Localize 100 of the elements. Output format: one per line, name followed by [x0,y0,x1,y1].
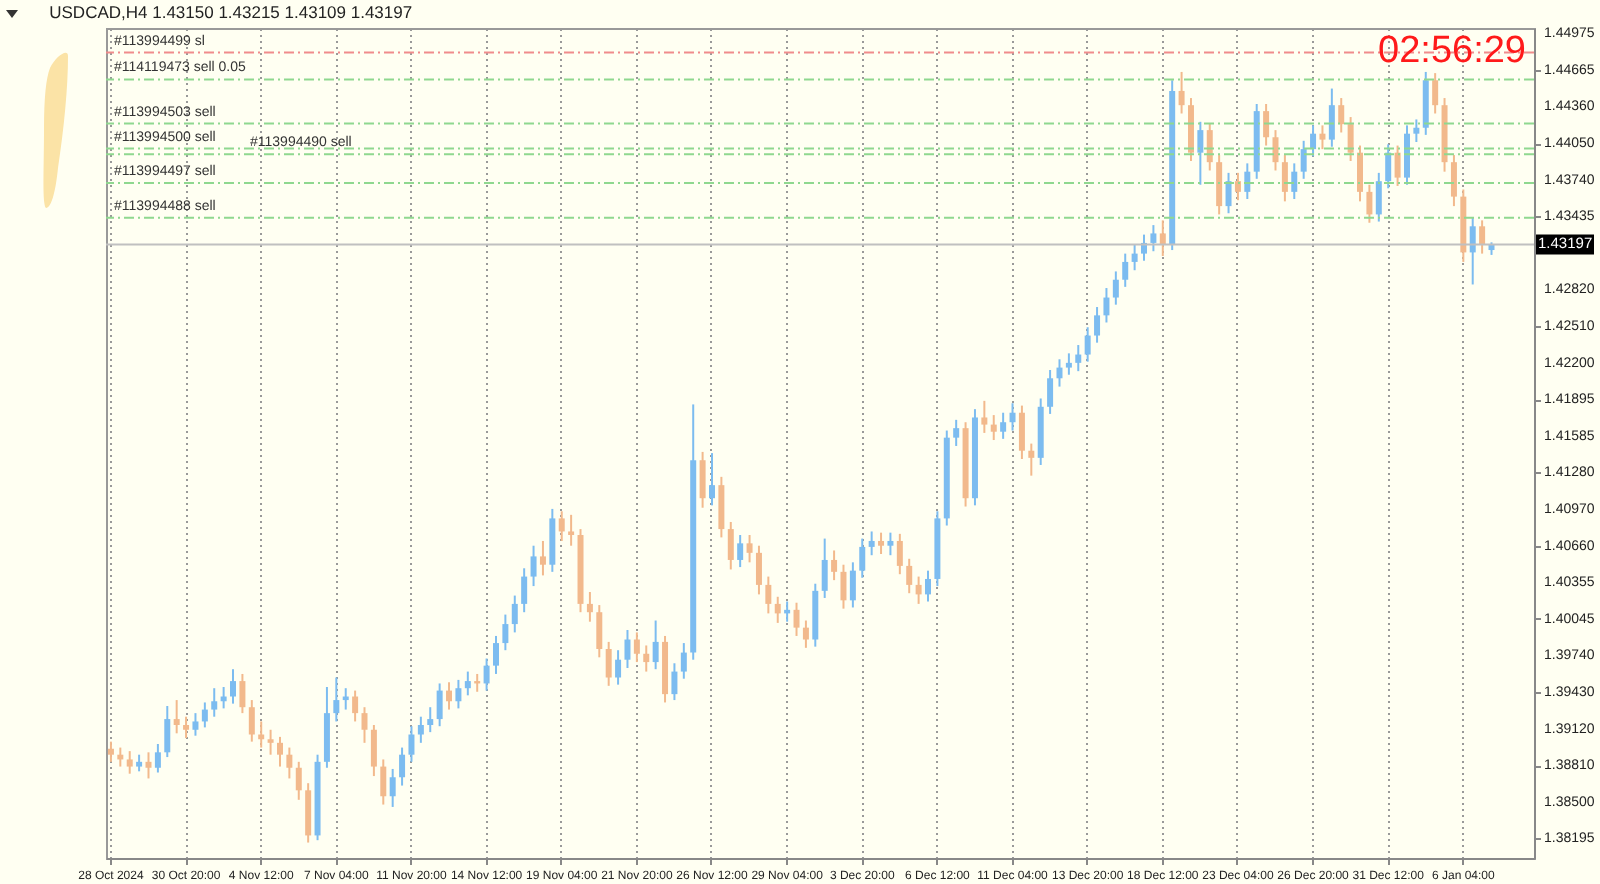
candlestick [305,782,312,844]
candlestick [502,613,509,652]
candlestick [821,537,828,599]
candlestick [990,414,997,442]
candlestick [793,601,800,637]
candlestick [849,561,856,609]
candlestick [539,539,546,577]
candlestick [1084,326,1091,363]
candlestick [1225,171,1232,215]
candlestick [1018,404,1025,461]
candlestick [737,534,744,569]
candlestick [652,619,659,671]
candlestick [286,746,293,780]
candlestick [295,760,302,801]
candlestick [953,418,960,447]
chart-title: USDCAD,H4 1.43150 1.43215 1.43109 1.43197 [49,2,413,23]
candlestick [1432,72,1439,115]
candlestick [145,751,152,780]
candlestick [1234,171,1241,202]
candlestick [361,706,368,744]
candlestick [173,699,180,735]
candlestick [1366,183,1373,224]
candlestick [906,557,913,595]
candlestick [1000,411,1007,440]
candlestick [1338,97,1345,134]
candlestick [446,681,453,711]
candlestick [1300,139,1307,180]
candlestick [1394,144,1401,187]
candlestick [1103,287,1110,324]
candlestick [643,644,650,673]
candlestick [1357,144,1364,203]
candlestick [1216,154,1223,216]
candlestick [915,575,922,605]
candlestick [1178,70,1185,115]
candlestick [380,758,387,806]
candlestick [521,567,528,614]
candlestick [718,475,725,539]
candlestick [1187,97,1194,162]
candlestick [765,575,772,615]
candlestick [1310,124,1317,158]
candlestick [774,595,781,624]
candlestick [1403,124,1410,186]
candlestick [709,452,715,507]
candlestick [1056,358,1063,388]
candlestick [1263,102,1270,147]
candlestick [1159,219,1166,257]
candlestick [699,450,706,509]
candlestick [549,507,556,573]
candlestick [399,746,406,787]
candlestick [276,735,283,768]
candlestick [1422,70,1429,136]
candlestick [352,689,359,723]
candlestick [427,706,434,734]
candlestick [1469,216,1476,286]
candlestick [887,531,894,557]
candlestick [408,725,415,763]
candlestick [1094,306,1101,344]
candlestick [417,715,424,744]
candlestick [925,569,931,603]
candlestick [1272,129,1279,172]
candlestick [558,510,565,542]
candlestick [615,649,622,686]
candlestick [568,513,575,547]
candlestick [1009,402,1016,432]
candlestick [1450,154,1457,208]
candlestick [464,670,471,697]
candlestick [605,640,612,687]
candlestick [1375,171,1382,223]
candlestick [1131,243,1138,272]
candlestick [1479,219,1486,255]
candlestick [596,604,603,659]
candlestick [802,619,809,649]
candlestick [248,699,255,743]
candlestick [1413,118,1420,143]
candlestick [727,520,734,571]
candlestick [746,534,753,564]
candlestick [107,740,114,763]
candlestick [164,705,171,759]
candlestick [680,642,687,680]
candlestick [1112,270,1119,306]
candlestick [671,662,678,702]
candlestick [755,544,762,596]
candlestick [1122,252,1129,288]
candlestick [1291,162,1298,200]
candlestick [868,530,875,557]
candlestick [1347,116,1354,162]
candlestick [1319,124,1326,151]
candlestick [436,682,443,728]
candlestick [192,712,199,737]
candlestick [511,594,518,634]
candlestick [1281,154,1288,203]
candlestick [126,750,133,775]
candlestick [239,672,246,715]
candlestick [840,563,847,610]
candlestick [230,668,237,705]
candlestick [201,701,208,729]
candlestick [183,715,190,740]
candlestick [492,634,499,675]
candlestick [896,532,903,576]
candlestick [1065,352,1072,376]
